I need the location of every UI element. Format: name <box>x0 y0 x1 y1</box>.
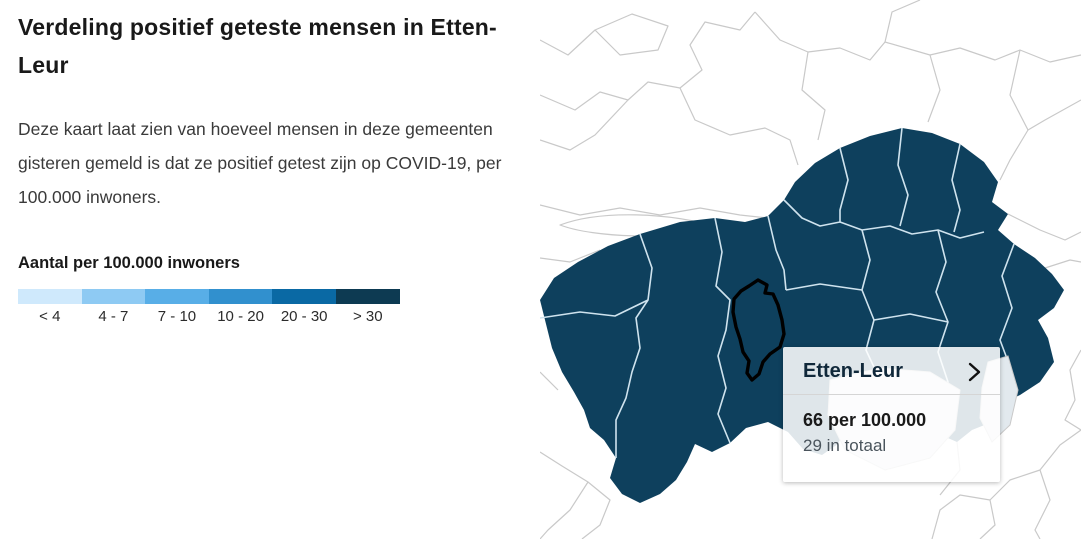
region-etten-leur-highlight[interactable] <box>731 278 786 382</box>
legend-swatch <box>208 289 273 304</box>
legend-label: < 4 <box>39 308 61 325</box>
info-panel: Verdeling positief geteste mensen in Ett… <box>18 0 528 325</box>
legend-color-scale: < 4 4 - 7 7 - 10 10 - 20 20 - 30 > 30 <box>18 289 400 325</box>
legend-bin: > 30 <box>335 289 400 325</box>
legend-swatch <box>18 289 82 304</box>
legend-label: 10 - 20 <box>217 308 264 325</box>
legend-label: 7 - 10 <box>157 308 197 325</box>
region-internal-borders <box>540 127 1015 458</box>
chevron-right-icon[interactable] <box>967 361 982 383</box>
legend-bin: 7 - 10 <box>145 289 209 325</box>
legend-label: 4 - 7 <box>98 308 129 325</box>
page-title: Verdeling positief geteste mensen in Ett… <box>18 14 497 78</box>
tooltip-total-value: 29 in totaal <box>803 436 887 455</box>
legend-swatch <box>335 289 400 304</box>
tooltip-header[interactable]: Etten-Leur <box>783 347 1000 394</box>
legend-swatch <box>145 289 209 304</box>
map-tooltip: Etten-Leur 66 per 100.000 29 in totaal <box>783 347 1000 482</box>
legend: Aantal per 100.000 inwoners < 4 4 - 7 7 - … <box>18 254 528 325</box>
legend-bin: 10 - 20 <box>208 289 273 325</box>
tooltip-body: 66 per 100.000 29 in totaal <box>783 395 1000 458</box>
legend-label: > 30 <box>352 308 383 325</box>
legend-swatch <box>81 289 146 304</box>
legend-bin: < 4 <box>18 289 82 325</box>
legend-title: Aantal per 100.000 inwoners <box>18 254 240 272</box>
legend-label: 20 - 30 <box>280 308 328 325</box>
tooltip-rate-value: 66 per 100.000 <box>803 410 927 430</box>
legend-bin: 4 - 7 <box>81 289 146 325</box>
tooltip-divider <box>783 394 1000 395</box>
page-description: Deze kaart laat zien van hoeveel mensen … <box>18 119 502 207</box>
legend-swatch <box>272 289 336 304</box>
legend-bin: 20 - 30 <box>272 289 336 325</box>
tooltip-municipality-name: Etten-Leur <box>803 360 903 382</box>
